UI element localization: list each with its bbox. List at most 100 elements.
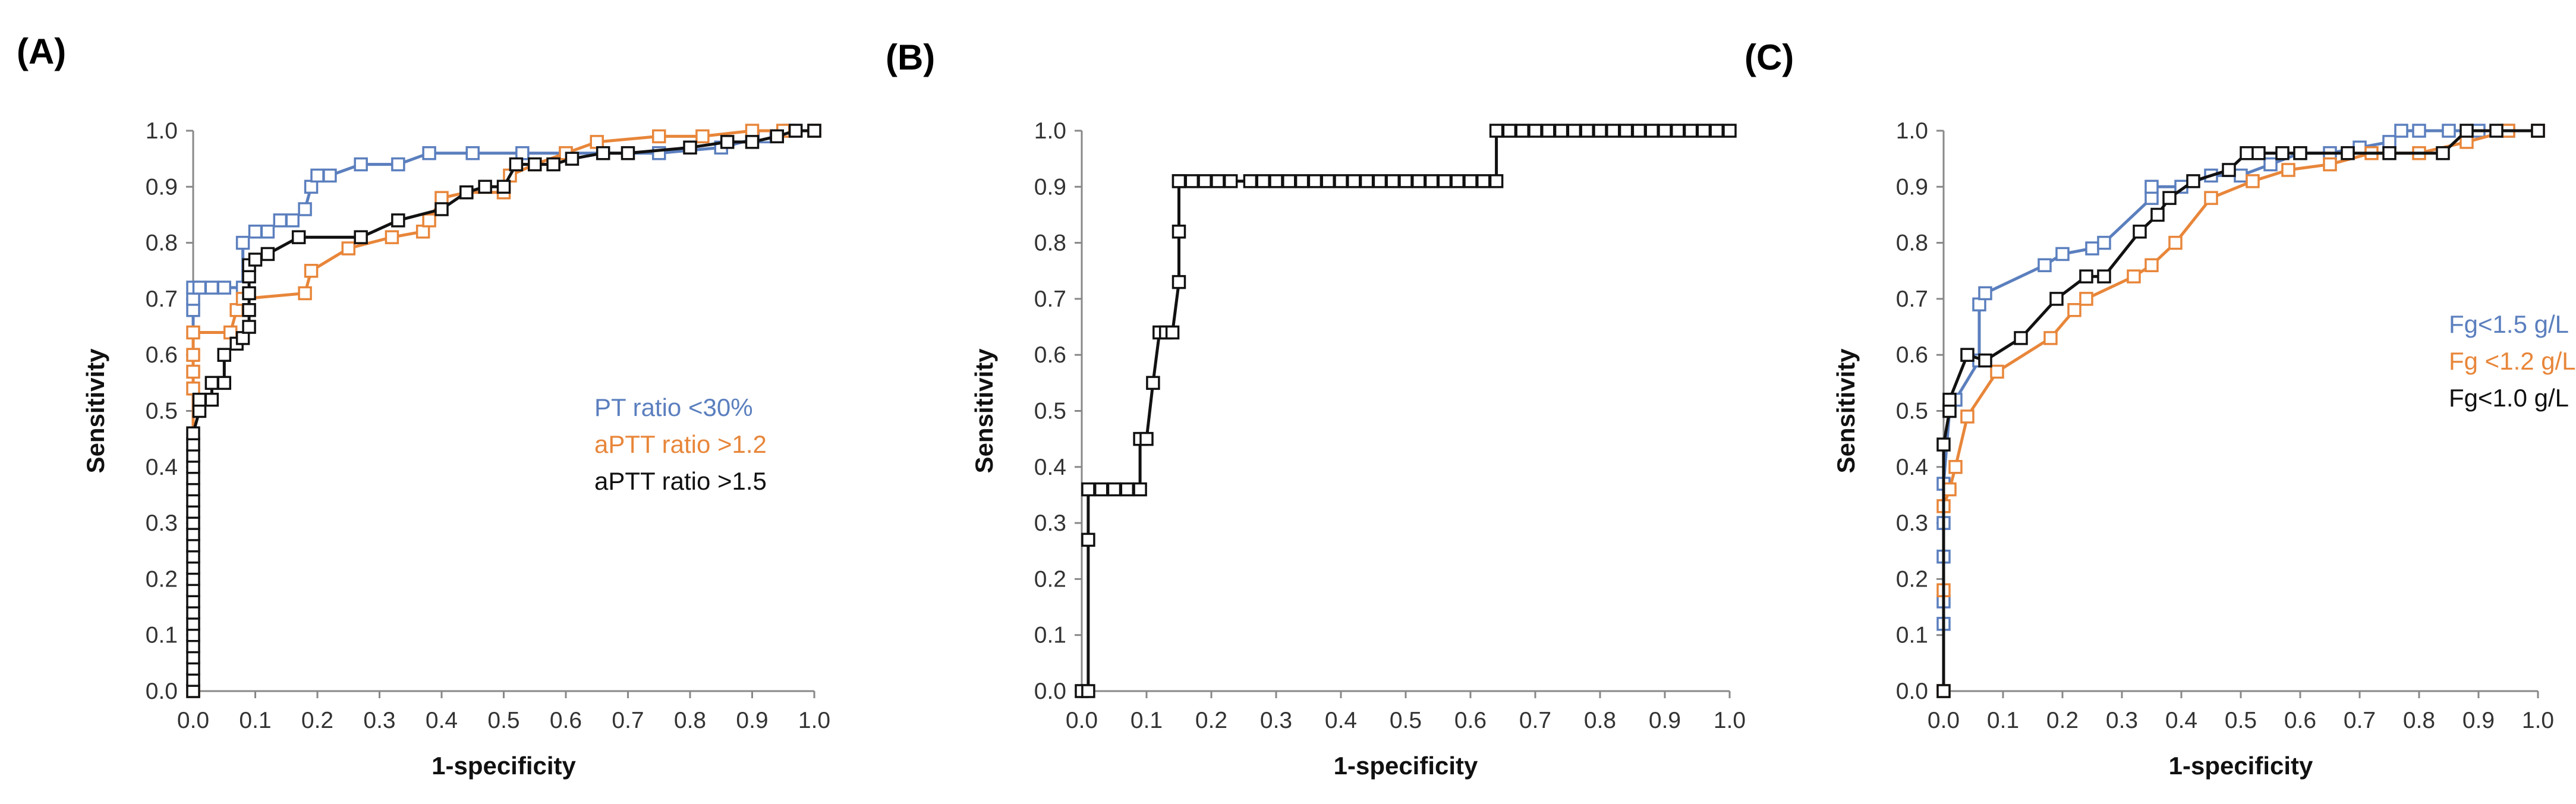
data-point xyxy=(273,213,288,228)
data-point xyxy=(2079,292,2093,306)
data-point xyxy=(2341,146,2355,160)
data-point xyxy=(1489,174,1504,188)
x-axis-title: 1-specificity xyxy=(2169,752,2313,780)
data-point xyxy=(1198,174,1212,188)
data-point xyxy=(2014,331,2028,345)
x-tick-label: 0.7 xyxy=(2344,708,2376,733)
data-point xyxy=(1618,124,1633,138)
data-point xyxy=(1948,460,1963,474)
data-point xyxy=(223,325,238,340)
data-point xyxy=(2043,331,2058,345)
data-point xyxy=(186,516,200,530)
data-point xyxy=(186,505,200,519)
series-line xyxy=(1082,129,1730,693)
data-point xyxy=(1942,392,1957,407)
data-point xyxy=(204,376,219,390)
data-point xyxy=(1580,124,1594,138)
data-point xyxy=(186,437,200,452)
x-tick-label: 0.5 xyxy=(1390,708,1422,733)
data-point xyxy=(2162,191,2177,205)
data-point xyxy=(1978,286,1992,301)
data-point xyxy=(465,146,480,160)
data-point xyxy=(1295,174,1309,188)
data-point xyxy=(2382,146,2397,160)
x-tick-label: 0.5 xyxy=(487,708,519,733)
data-point xyxy=(192,403,207,418)
data-point xyxy=(186,617,200,631)
data-point xyxy=(434,202,449,216)
data-point xyxy=(186,303,200,317)
data-point xyxy=(496,179,511,194)
data-point xyxy=(2150,207,2165,222)
x-tick-label: 0.0 xyxy=(1928,708,1960,733)
y-tick-label: 0.0 xyxy=(1896,679,1928,704)
y-tick-label: 0.0 xyxy=(1034,679,1066,704)
y-axis-title: Sensitivity xyxy=(1832,348,1860,474)
data-point xyxy=(1476,174,1491,188)
data-point xyxy=(2281,163,2295,177)
data-point xyxy=(2038,258,2052,273)
data-point xyxy=(1282,174,1296,188)
y-tick-label: 0.7 xyxy=(1896,286,1928,312)
data-point xyxy=(2222,163,2236,177)
data-point xyxy=(1165,325,1180,340)
data-point xyxy=(186,583,200,598)
data-point xyxy=(186,628,200,642)
data-point xyxy=(1372,174,1387,188)
data-point xyxy=(1223,174,1238,188)
data-point xyxy=(1256,174,1270,188)
data-point xyxy=(1990,364,2004,379)
data-point xyxy=(186,560,200,575)
data-point xyxy=(1658,124,1672,138)
legend-entry: Fg<1.5 g/L xyxy=(2449,310,2569,338)
y-tick-label: 0.2 xyxy=(1034,566,1066,592)
data-point xyxy=(565,152,580,166)
data-point xyxy=(235,235,250,250)
data-point xyxy=(1554,124,1569,138)
data-point xyxy=(248,224,263,239)
data-point xyxy=(2436,146,2450,160)
data-point xyxy=(2246,174,2260,188)
data-point xyxy=(192,392,207,407)
y-tick-label: 0.7 xyxy=(1034,286,1066,312)
data-point xyxy=(186,572,200,587)
y-tick-label: 0.9 xyxy=(1034,174,1066,200)
data-point xyxy=(515,146,530,160)
data-point xyxy=(242,303,256,317)
x-tick-label: 0.5 xyxy=(2225,708,2257,733)
x-tick-label: 0.2 xyxy=(1195,708,1227,733)
x-tick-label: 0.8 xyxy=(2403,708,2435,733)
data-point xyxy=(683,140,697,155)
series-2 xyxy=(186,124,821,698)
data-point xyxy=(1645,124,1659,138)
data-point xyxy=(242,269,256,283)
data-point xyxy=(422,146,436,160)
y-tick-label: 0.8 xyxy=(1896,231,1928,256)
data-point xyxy=(217,280,231,295)
data-point xyxy=(546,157,560,172)
data-point xyxy=(596,146,610,160)
data-point xyxy=(323,168,337,183)
x-tick-label: 0.0 xyxy=(177,708,209,733)
x-tick-label: 0.9 xyxy=(736,708,768,733)
data-point xyxy=(1107,482,1122,497)
data-point xyxy=(1347,174,1361,188)
data-point xyxy=(1528,124,1542,138)
y-tick-label: 0.4 xyxy=(1034,455,1066,480)
data-point xyxy=(186,661,200,676)
data-point xyxy=(204,392,219,407)
data-point xyxy=(590,135,604,149)
x-tick-label: 0.2 xyxy=(2046,708,2079,733)
data-point xyxy=(2382,135,2397,149)
x-tick-label: 0.1 xyxy=(239,708,271,733)
data-point xyxy=(1385,174,1400,188)
data-point xyxy=(304,264,319,278)
data-point xyxy=(235,331,250,345)
data-point xyxy=(2293,146,2307,160)
data-point xyxy=(745,135,760,149)
x-tick-label: 0.9 xyxy=(2462,708,2495,733)
data-point xyxy=(1960,409,1974,424)
panel-label-c: (C) xyxy=(1744,37,1794,77)
data-point xyxy=(1942,482,1957,497)
data-point xyxy=(2085,241,2099,256)
